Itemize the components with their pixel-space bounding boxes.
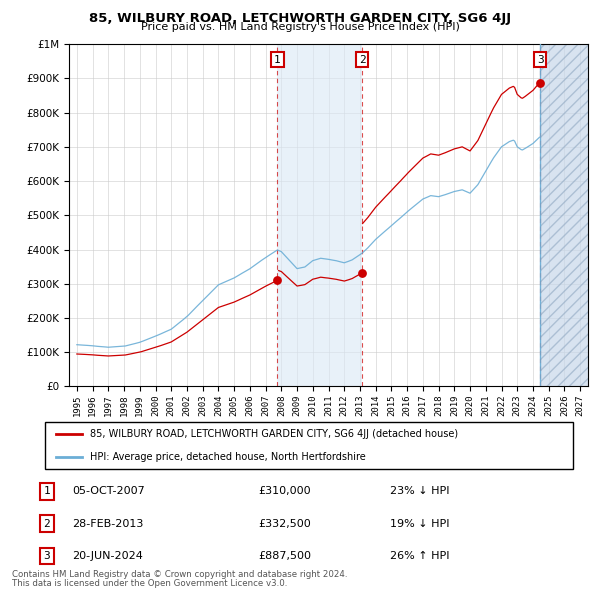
- Text: 20-JUN-2024: 20-JUN-2024: [72, 551, 143, 561]
- Text: 2: 2: [43, 519, 50, 529]
- Text: £310,000: £310,000: [258, 486, 311, 496]
- Text: 26% ↑ HPI: 26% ↑ HPI: [390, 551, 449, 561]
- Text: HPI: Average price, detached house, North Hertfordshire: HPI: Average price, detached house, Nort…: [90, 453, 365, 462]
- Text: 3: 3: [537, 55, 544, 65]
- Bar: [277, 44, 362, 386]
- Text: 1: 1: [274, 55, 281, 65]
- Text: 28-FEB-2013: 28-FEB-2013: [72, 519, 143, 529]
- Point: [535, 78, 545, 87]
- Bar: [540, 44, 588, 386]
- Text: 3: 3: [43, 551, 50, 561]
- Point: [358, 268, 367, 277]
- Text: 2: 2: [359, 55, 365, 65]
- Point: [272, 276, 282, 285]
- FancyBboxPatch shape: [45, 422, 573, 469]
- Text: 19% ↓ HPI: 19% ↓ HPI: [390, 519, 449, 529]
- Text: £332,500: £332,500: [258, 519, 311, 529]
- Text: £887,500: £887,500: [258, 551, 311, 561]
- Text: 85, WILBURY ROAD, LETCHWORTH GARDEN CITY, SG6 4JJ: 85, WILBURY ROAD, LETCHWORTH GARDEN CITY…: [89, 12, 511, 25]
- Text: 23% ↓ HPI: 23% ↓ HPI: [390, 486, 449, 496]
- Text: 85, WILBURY ROAD, LETCHWORTH GARDEN CITY, SG6 4JJ (detached house): 85, WILBURY ROAD, LETCHWORTH GARDEN CITY…: [90, 429, 458, 438]
- Text: 05-OCT-2007: 05-OCT-2007: [72, 486, 145, 496]
- Text: Contains HM Land Registry data © Crown copyright and database right 2024.: Contains HM Land Registry data © Crown c…: [12, 570, 347, 579]
- Text: 1: 1: [43, 486, 50, 496]
- Text: This data is licensed under the Open Government Licence v3.0.: This data is licensed under the Open Gov…: [12, 579, 287, 588]
- Text: Price paid vs. HM Land Registry's House Price Index (HPI): Price paid vs. HM Land Registry's House …: [140, 22, 460, 32]
